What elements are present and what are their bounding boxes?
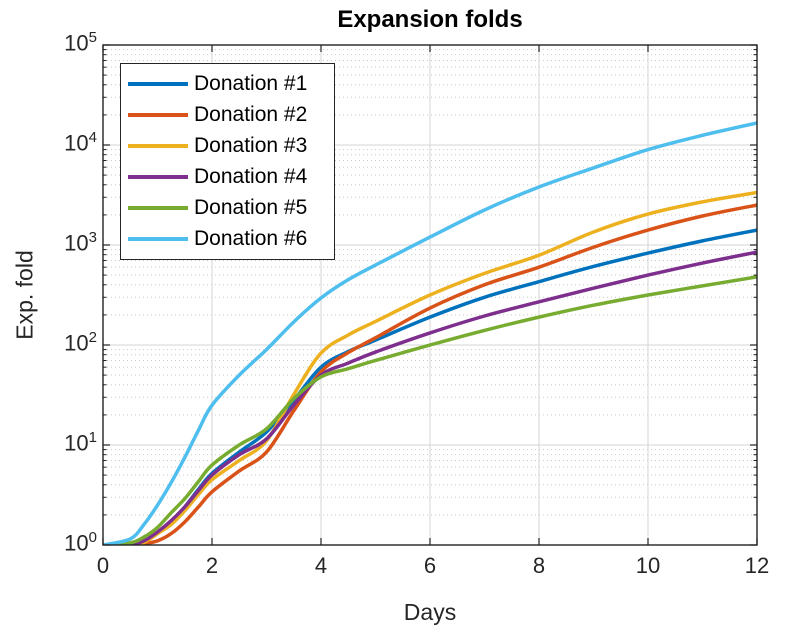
y-tick-exponent: 0 [88, 529, 97, 546]
y-tick-base: 10 [64, 530, 89, 556]
y-tick-exponent: 2 [88, 329, 97, 346]
legend-entry: Donation #1 [121, 69, 334, 99]
x-tick-label: 2 [205, 553, 219, 578]
legend-label: Donation #5 [194, 196, 308, 220]
x-tick-label: 8 [532, 553, 546, 578]
series-line-donation-4 [103, 250, 757, 545]
legend-label: Donation #4 [194, 165, 308, 189]
y-tick-exponent: 5 [88, 29, 97, 46]
x-tick-label: 0 [96, 553, 110, 578]
y-tick-base: 10 [64, 30, 89, 56]
legend-line-swatch [128, 175, 188, 180]
legend-entry: Donation #4 [121, 162, 334, 192]
legend-entry: Donation #2 [121, 100, 334, 130]
y-tick-exponent: 1 [88, 429, 97, 446]
y-tick-label: 105 [33, 29, 97, 56]
y-tick-exponent: 3 [88, 229, 97, 246]
y-tick-label: 103 [33, 229, 97, 256]
legend-line-swatch [128, 112, 188, 117]
y-tick-base: 10 [64, 330, 89, 356]
legend-line-swatch [128, 237, 188, 242]
legend-line-swatch [128, 143, 188, 148]
x-tick-label: 6 [423, 553, 437, 578]
x-axis-label: Days [403, 599, 457, 625]
legend-label: Donation #1 [194, 71, 308, 95]
y-tick-exponent: 4 [88, 129, 97, 146]
y-tick-label: 104 [33, 129, 97, 156]
y-tick-base: 10 [64, 230, 89, 256]
legend-entry: Donation #6 [121, 224, 334, 254]
legend-label: Donation #2 [194, 102, 308, 126]
y-tick-label: 100 [33, 529, 97, 556]
legend-entry: Donation #3 [121, 131, 334, 161]
legend-line-swatch [128, 81, 188, 86]
legend-line-swatch [128, 206, 188, 211]
y-tick-label: 101 [33, 429, 97, 456]
legend: Donation #1 Donation #2 Donation #3 Donatio… [120, 63, 335, 260]
y-tick-base: 10 [64, 430, 89, 456]
y-axis-label: Exp. fold [11, 250, 38, 340]
legend-entry: Donation #5 [121, 193, 334, 223]
x-tick-label: 4 [314, 553, 328, 578]
legend-label: Donation #6 [194, 227, 308, 251]
series-line-donation-2 [103, 203, 757, 545]
legend-label: Donation #3 [194, 133, 308, 157]
y-tick-label: 102 [33, 329, 97, 356]
series-line-donation-5 [103, 275, 757, 545]
x-tick-label: 12 [744, 553, 770, 578]
x-tick-label: 10 [635, 553, 661, 578]
y-tick-base: 10 [64, 130, 89, 156]
chart-title: Expansion folds [337, 6, 523, 33]
series-line-donation-6 [103, 121, 757, 545]
series-group [103, 121, 757, 545]
